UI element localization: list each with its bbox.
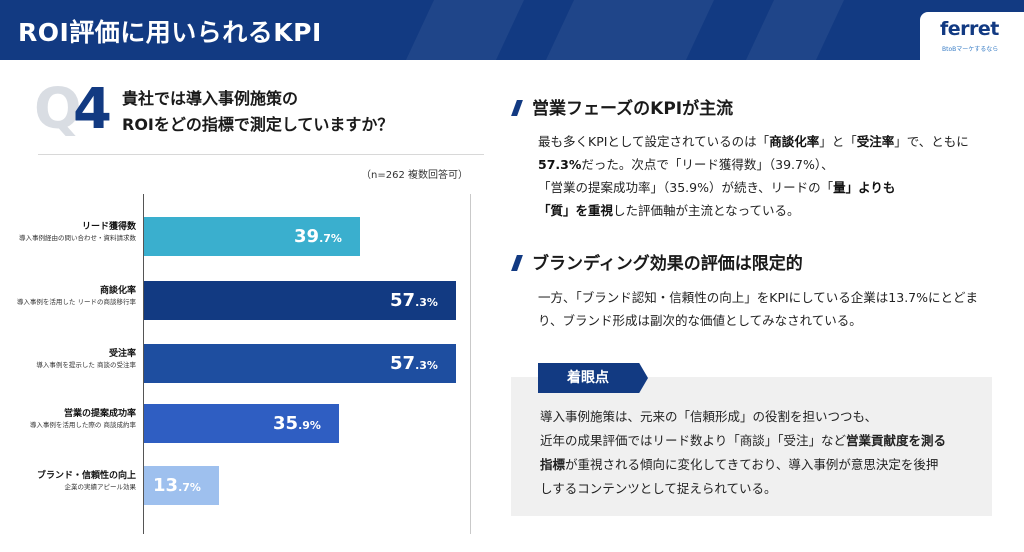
section2-title: ブランディング効果の評価は限定的 [532, 254, 803, 274]
question-prefix: Q [34, 77, 82, 142]
logo-tagline: BtoBマーケするなら [942, 46, 999, 53]
page-title: ROI評価に用いられるKPI [18, 18, 322, 47]
slash-mark-icon [511, 100, 523, 116]
section1-title: 営業フェーズのKPIが主流 [532, 99, 734, 119]
focus-line-4: しするコンテンツとして捉えられている。 [540, 481, 777, 496]
section2-body: 一方、「ブランド認知・信頼性の向上」をKPIにしている企業は13.7%にとどま … [538, 286, 978, 332]
section2-line-1: 一方、「ブランド認知・信頼性の向上」をKPIにしている企業は13.7%にとどま [538, 290, 979, 305]
bar [144, 281, 456, 320]
question-number: 4 [73, 77, 112, 142]
section1-line-4: 「質」を重視した評価軸が主流となっている。 [538, 203, 800, 218]
section2-heading: ブランディング効果の評価は限定的 [511, 249, 803, 274]
focus-label: 着眼点 [567, 370, 609, 386]
section1-body: 最も多くKPIとして設定されているのは「商談化率」と「受注率」で、ともに 57.… [538, 130, 978, 222]
bar-value-label: 13.7% [153, 475, 201, 496]
question-divider [38, 154, 484, 155]
category-name: 商談化率 [99, 286, 136, 296]
bar [144, 404, 339, 443]
header-banner: ROI評価に用いられるKPI ferret BtoBマーケするなら [0, 0, 1024, 60]
ferret-logo[interactable]: ferret BtoBマーケするなら [920, 12, 1024, 60]
section1-line-1: 最も多くKPIとして設定されているのは「商談化率」と「受注率」で、ともに [538, 134, 969, 149]
category-description: 企業の実績アピール効果 [64, 483, 137, 491]
bar-value-label: 57.3% [390, 353, 438, 374]
category-description: 導入事例を活用した際の 商談成約率 [29, 421, 136, 429]
panel-divider [470, 194, 471, 534]
category-name: リード獲得数 [81, 222, 136, 232]
category-name: 営業の提案成功率 [63, 409, 136, 419]
section2-line-2: り、ブランド形成は副次的な価値としてみなされている。 [538, 313, 862, 328]
section1-heading: 営業フェーズのKPIが主流 [511, 94, 734, 119]
question-line-1: 貴社では導入事例施策の [122, 89, 299, 108]
focus-line-1: 導入事例施策は、元来の「信頼形成」の役割を担いつつも、 [540, 409, 878, 424]
section1-line-2: 57.3%だった。次点で「リード獲得数」（39.7%）、 [538, 157, 834, 172]
bar-value-label: 39.7% [294, 226, 342, 247]
slash-mark-icon [511, 255, 523, 271]
question-text: 貴社では導入事例施策の ROIをどの指標で測定していますか？ [122, 86, 393, 138]
category-description: 導入事例を活用した リードの商談移行率 [16, 298, 136, 306]
focus-body: 導入事例施策は、元来の「信頼形成」の役割を担いつつも、 近年の成果評価ではリード… [540, 405, 980, 501]
category-description: 導入事例経由の問い合わせ・資料請求数 [19, 234, 136, 242]
bar [144, 466, 219, 505]
category-name: 受注率 [108, 349, 136, 359]
category-label: リード獲得数導入事例経由の問い合わせ・資料請求数 [0, 221, 136, 243]
focus-line-3: 指標が重視される傾向に変化してきており、導入事例が意思決定を後押 [540, 457, 939, 472]
sample-note: （n=262 複数回答可） [361, 170, 468, 181]
bar [144, 344, 456, 383]
bar-value-label: 35.9% [273, 413, 321, 434]
logo-wordmark: ferret [940, 18, 999, 40]
focus-line-2: 近年の成果評価ではリード数より「商談」「受注」など営業貢献度を測る [540, 433, 947, 448]
bar [144, 217, 360, 256]
focus-box [511, 377, 992, 516]
category-description: 導入事例を提示した 商談の受注率 [36, 361, 136, 369]
category-label: ブランド・信頼性の向上企業の実績アピール効果 [0, 470, 136, 492]
focus-label-tab: 着眼点 [538, 363, 648, 393]
category-label: 営業の提案成功率導入事例を活用した際の 商談成約率 [0, 408, 136, 430]
category-label: 商談化率導入事例を活用した リードの商談移行率 [0, 285, 136, 307]
section1-line-3: 「営業の提案成功率」（35.9%）が続き、リードの「量」よりも [538, 180, 896, 195]
chart-axis [143, 194, 144, 534]
category-name: ブランド・信頼性の向上 [36, 471, 136, 481]
category-label: 受注率導入事例を提示した 商談の受注率 [0, 348, 136, 370]
question-line-2: ROIをどの指標で測定していますか？ [122, 115, 394, 134]
bar-value-label: 57.3% [390, 290, 438, 311]
